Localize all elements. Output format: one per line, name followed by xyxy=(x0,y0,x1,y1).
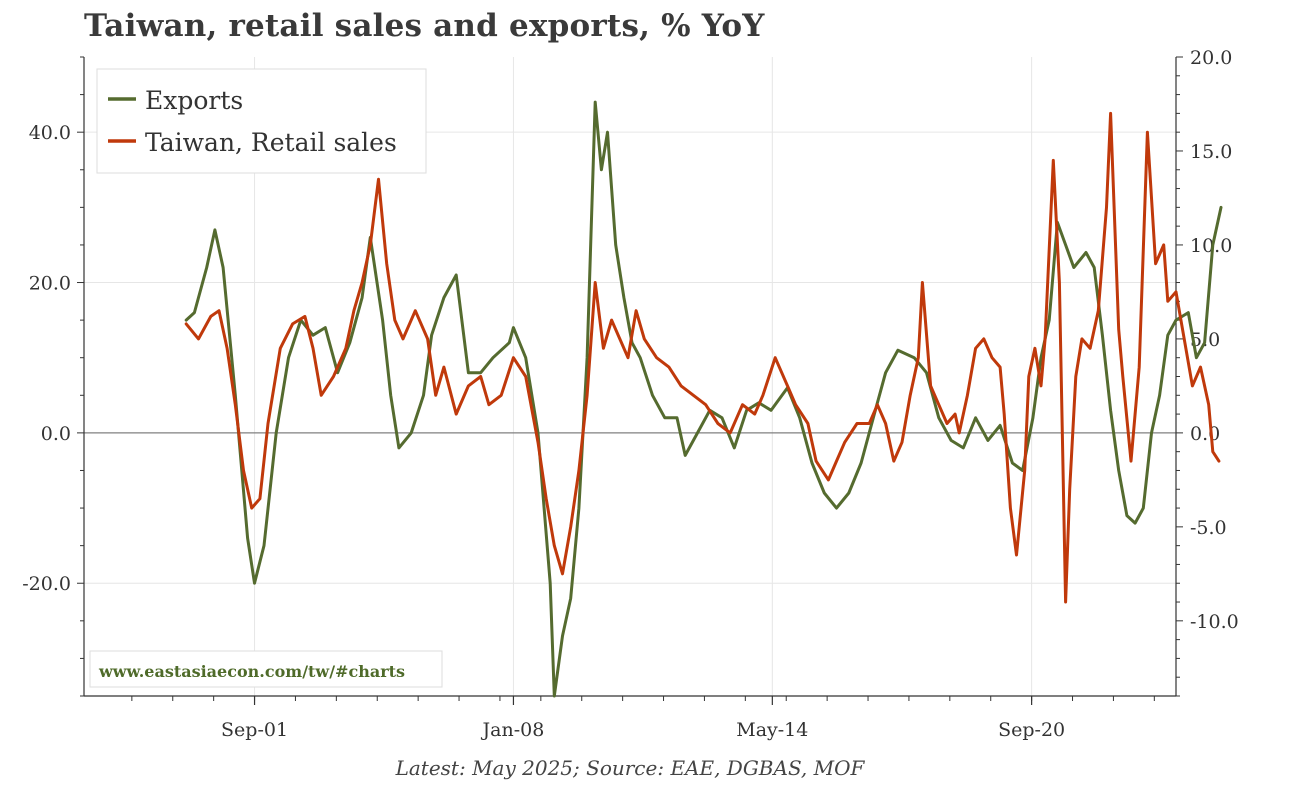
left-tick-label: 40.0 xyxy=(29,122,71,144)
x-tick-label: Sep-01 xyxy=(221,719,288,741)
x-tick-label: Sep-20 xyxy=(998,719,1065,741)
left-tick-label: -20.0 xyxy=(22,573,71,595)
x-tick-label: May-14 xyxy=(736,719,808,741)
taiwan-retail-sales-line xyxy=(184,111,1221,604)
right-tick-label: 10.0 xyxy=(1190,235,1232,257)
legend-exports-label: Exports xyxy=(145,86,243,115)
series-lines xyxy=(184,100,1223,698)
right-tick-label: -5.0 xyxy=(1190,517,1227,539)
x-tick-label: Jan-08 xyxy=(481,719,545,741)
exports-line xyxy=(184,100,1223,698)
chart-title: Taiwan, retail sales and exports, % YoY xyxy=(84,8,765,44)
watermark: www.eastasiaecon.com/tw/#charts xyxy=(89,650,443,688)
left-tick-label: 20.0 xyxy=(29,273,71,295)
right-tick-label: -10.0 xyxy=(1190,611,1239,633)
watermark-url: www.eastasiaecon.com/tw/#charts xyxy=(98,662,405,681)
left-tick-label: 0.0 xyxy=(41,423,71,445)
source-footer: Latest: May 2025; Source: EAE, DGBAS, MO… xyxy=(395,756,865,780)
axes: 40.020.00.0-20.020.015.010.05.00.0-5.0-1… xyxy=(22,47,1238,741)
legend-box xyxy=(96,68,427,174)
watermark-box xyxy=(89,650,443,688)
right-tick-label: 20.0 xyxy=(1190,47,1232,69)
right-tick-label: 0.0 xyxy=(1190,423,1220,445)
right-tick-label: 15.0 xyxy=(1190,141,1232,163)
legend: Exports Taiwan, Retail sales xyxy=(96,68,427,174)
legend-retail-sales-label: Taiwan, Retail sales xyxy=(145,128,397,157)
